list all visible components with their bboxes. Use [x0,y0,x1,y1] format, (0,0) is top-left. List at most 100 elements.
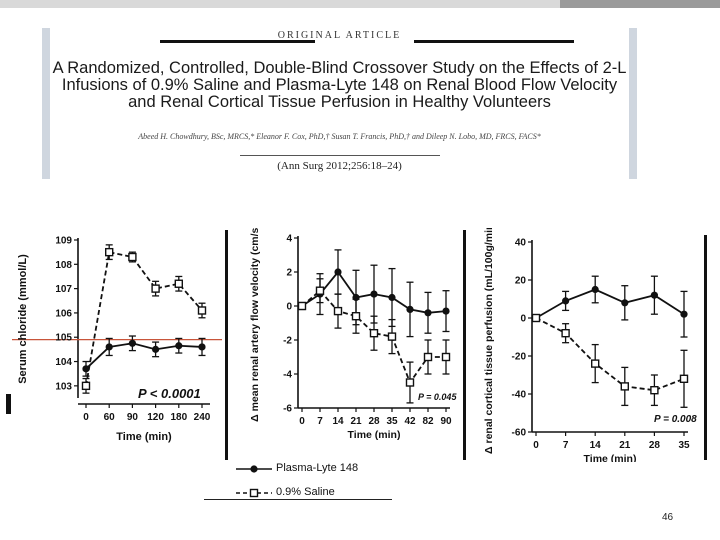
data-point-saline [590,359,600,368]
header-stripe-right [629,28,637,179]
data-point-plasma-lyte [562,297,570,305]
x-tick-label: 14 [590,440,602,451]
y-tick-label: -6 [283,404,292,415]
data-point-plasma-lyte [175,342,183,350]
header-stripe-left [42,28,50,179]
article-kicker: ORIGINAL ARTICLE [277,30,402,41]
data-point-saline [297,301,307,311]
chart-serum-chloride-svg: 103 104 105 106 107 108 109 0 60 90 120 180 240 Time … [12,236,222,443]
data-point-plasma-lyte [152,345,160,353]
data-point-plasma-lyte [442,307,450,315]
panel-divider [225,230,228,460]
series-line-saline [301,289,446,385]
data-point-plasma-lyte [650,291,658,299]
y-tick-label: -4 [283,370,292,381]
legend-item-plasma: Plasma-Lyte 148 [236,460,416,480]
x-tick-label: 120 [147,412,164,423]
x-tick-label: 90 [440,416,452,427]
legend-rule [204,499,392,500]
x-tick-label: 28 [649,440,661,451]
data-point-saline [151,284,160,293]
panel-edge-marker [6,394,11,414]
chart-cortical-perfusion: -60 -40 -20 0 20 40 0 7 14 21 28 35 Time (min) Δ rena… [468,228,704,462]
y-tick-label: 106 [55,308,72,319]
legend-label-saline: 0.9% Saline [276,486,335,498]
legend-item-saline: 0.9% Saline [236,484,416,504]
chart-cortical-perfusion-svg: -60 -40 -20 0 20 40 0 7 14 21 28 35 Time (min) Δ rena… [483,228,697,462]
x-tick-label: 7 [317,416,323,427]
data-point-saline [405,378,415,387]
data-point-saline [561,328,570,338]
y-tick-label: 40 [515,238,527,249]
data-point-saline [174,279,184,288]
article-title: A Randomized, Controlled, Double-Blind C… [52,59,627,111]
y-tick-label: -60 [512,428,527,439]
y-axis-label: Serum chloride (mmol/L) [17,254,29,384]
x-tick-label: 35 [386,416,398,427]
data-point-saline [351,311,361,321]
chart-renal-artery-flow-svg: -6 -4 -2 0 2 4 0 7 14 21 28 35 42 82 90 Time (min) Δ mea… [249,228,457,441]
legend-marker-saline [236,488,272,498]
x-tick-label: 180 [170,412,187,423]
x-tick-label: 0 [533,440,539,451]
x-tick-label: 7 [563,440,569,451]
data-point-saline [441,352,451,362]
p-value-annotation: P = 0.045 [418,392,457,402]
data-point-plasma-lyte [82,365,90,373]
y-tick-label: -20 [512,352,527,363]
panel-divider [463,230,466,460]
y-tick-label: 103 [55,381,72,392]
y-axis-label: Δ renal cortical tissue perfusion (mL/10… [483,228,495,454]
data-point-plasma-lyte [424,309,432,317]
slide-top-band-accent [560,0,720,8]
data-point-saline [81,381,91,391]
y-tick-label: 4 [286,234,292,245]
data-point-plasma-lyte [591,285,599,294]
x-tick-label: 14 [332,416,344,427]
chart-legend: Plasma-Lyte 148 0.9% Saline [236,458,416,504]
data-point-plasma-lyte [105,343,113,351]
series-line-plasma-lyte [535,288,685,319]
data-point-plasma-lyte [621,299,629,307]
data-point-plasma-lyte [388,293,396,302]
p-value-annotation: P < 0.0001 [138,386,201,401]
y-tick-label: -2 [283,336,292,347]
x-tick-label: 90 [127,412,139,423]
y-tick-label: 108 [55,260,72,271]
slide-top-band [0,0,720,8]
data-point-plasma-lyte [406,305,414,313]
data-point-saline [333,306,343,316]
data-point-saline [387,332,397,341]
data-point-saline [315,286,325,295]
x-tick-label: 60 [104,412,116,423]
series-line-saline [85,251,203,387]
x-tick-label: 21 [619,440,631,451]
data-point-plasma-lyte [198,343,206,351]
data-point-plasma-lyte [128,339,136,347]
chart-serum-chloride: 103 104 105 106 107 108 109 0 60 90 120 180 240 Time … [12,228,224,458]
article-authors: Abeed H. Chowdhury, BSc, MRCS,* Eleanor … [138,132,541,141]
panel-divider [704,235,707,460]
kicker-rule-right [414,40,574,43]
data-point-saline [679,374,689,384]
p-value-annotation: P = 0.008 [654,414,697,425]
data-point-saline [620,382,630,391]
y-tick-label: 2 [286,268,292,279]
x-tick-label: 0 [83,412,89,423]
y-tick-label: 20 [515,276,527,287]
chart-renal-artery-flow: -6 -4 -2 0 2 4 0 7 14 21 28 35 42 82 90 Time (min) Δ mea… [232,228,462,460]
y-tick-label: 0 [286,302,292,313]
page-number: 46 [662,512,674,523]
kicker-rule-left [160,40,315,43]
data-point-saline [104,247,114,257]
y-tick-label: 0 [520,314,526,325]
article-header: ORIGINAL ARTICLE A Randomized, Controlle… [42,28,637,179]
data-point-saline [650,385,659,395]
data-point-plasma-lyte [370,290,378,298]
x-axis-label: Time (min) [116,431,172,443]
y-tick-label: 105 [55,333,72,344]
y-axis-label: Δ mean renal artery flow velocity (cm/s) [249,228,261,422]
citation-rule [240,155,440,156]
data-point-plasma-lyte [680,310,688,318]
data-point-saline [128,252,137,262]
